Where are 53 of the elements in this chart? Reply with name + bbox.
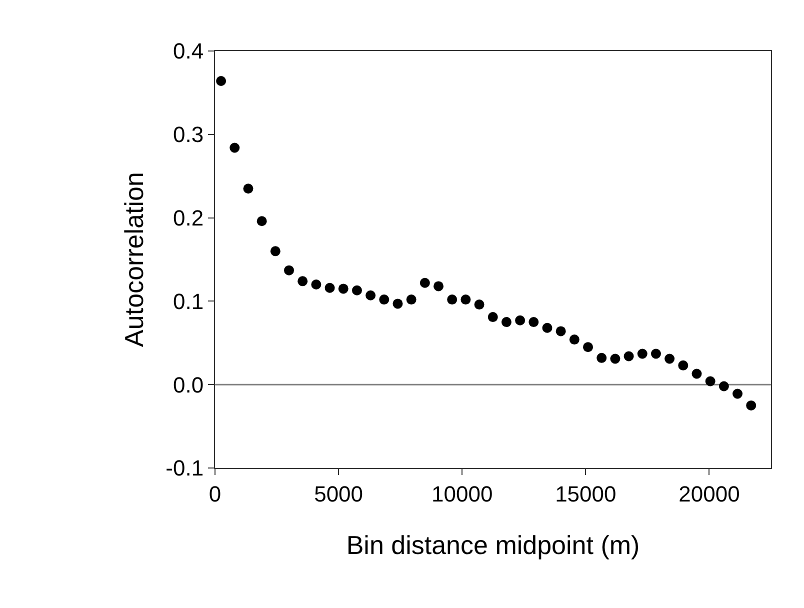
point	[392, 298, 403, 309]
point	[460, 294, 471, 305]
point	[692, 368, 702, 379]
x-tick-label: 0	[208, 481, 222, 506]
point	[705, 376, 716, 386]
point	[311, 280, 322, 290]
x-axis-title: Bin distance midpoint (m)	[346, 530, 640, 560]
point	[596, 352, 607, 363]
point	[650, 348, 661, 359]
point	[216, 76, 226, 86]
point	[732, 388, 743, 399]
point	[610, 354, 620, 364]
x-tick-label: 15000	[555, 481, 616, 506]
point	[434, 281, 444, 292]
y-tick-label: 0.2	[173, 206, 204, 230]
point	[556, 326, 566, 336]
point	[256, 216, 267, 226]
point	[447, 294, 458, 305]
x-tick-label: 20000	[678, 481, 740, 506]
point	[230, 142, 240, 153]
point	[664, 354, 675, 364]
point	[583, 342, 594, 352]
point	[420, 278, 430, 288]
point	[474, 300, 484, 310]
point	[746, 400, 756, 410]
point	[366, 290, 376, 300]
point	[637, 348, 648, 359]
point	[542, 322, 552, 333]
y-tick-label: 0.0	[173, 372, 204, 398]
point	[488, 312, 498, 322]
point	[501, 317, 512, 328]
point	[243, 184, 254, 194]
y-axis-title: Autocorrelation	[119, 172, 150, 347]
point	[528, 317, 539, 328]
x-tick-label: 10000	[432, 481, 493, 506]
point	[298, 276, 308, 286]
point	[624, 351, 634, 362]
y-tick-label: 0.1	[173, 288, 204, 314]
y-tick-label: 0.3	[173, 122, 204, 148]
y-tick-label: 0.4	[173, 38, 204, 64]
point	[406, 294, 416, 305]
point	[569, 334, 580, 345]
point	[338, 284, 348, 294]
point	[270, 246, 280, 256]
point	[678, 360, 688, 370]
point	[718, 381, 729, 392]
y-tick-label: -0.1	[166, 456, 204, 481]
point	[352, 285, 362, 296]
point	[379, 294, 390, 305]
point	[324, 282, 335, 293]
point	[284, 265, 294, 276]
x-tick-label: 5000	[314, 481, 364, 506]
point	[515, 315, 526, 326]
